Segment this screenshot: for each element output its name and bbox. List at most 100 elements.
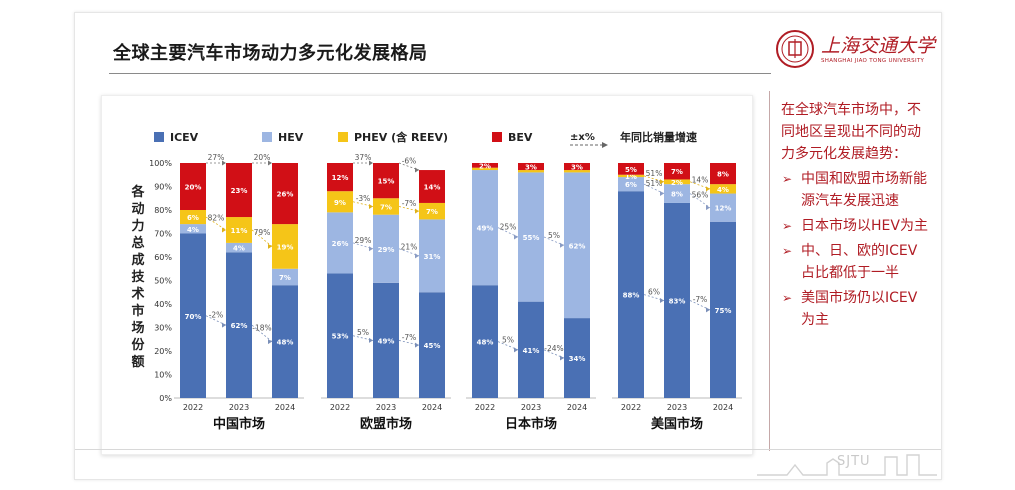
growth-label: 37% [355,153,372,162]
legend-swatch-phev [338,132,348,142]
bar-segment-phev [564,170,590,173]
growth-label: 25% [500,222,517,231]
growth-arrowhead [222,160,226,166]
growth-label: -7% [693,295,708,304]
bar-data-label: 34% [569,355,586,363]
bar-segment-icev [419,292,445,398]
growth-label: 51% [646,169,663,178]
growth-label: 20% [254,153,271,162]
bar-data-label: 3% [525,164,537,172]
bar-segment-phev [419,202,445,220]
bar-data-label: 7% [671,168,683,176]
growth-connector [689,193,711,208]
y-axis-title-char: 市 [131,303,144,319]
y-axis-title-char: 力 [131,218,144,234]
x-tick-label: 2024 [275,403,295,412]
y-axis-title-char: 额 [131,354,144,370]
growth-arrowhead [369,160,373,166]
bar-segment-bev [618,163,644,175]
bar-data-label: 5% [625,166,637,174]
side-bullet: ➢ 美国市场仍以ICEV为主 [781,287,931,331]
footer-watermark: SJTU [837,454,871,469]
arrow-bullet-icon: ➢ [782,219,793,233]
bar-data-label: 7% [380,203,392,211]
y-tick-label: 0% [159,394,172,403]
side-bullet-text: 日本市场以HEV为主 [801,218,928,234]
chart-panel: ICEV HEV PHEV (含 REEV) BEV ±x% 年同比销量增速 0% 10% 20… [101,95,753,455]
bar-data-label: 23% [231,187,248,195]
growth-label: 14% [692,175,709,184]
growth-label: 79% [254,228,271,237]
bar-data-label: 48% [277,339,294,347]
bar-segment-icev [710,221,736,398]
growth-label: -3% [356,194,371,203]
logo-subtitle: SHANGHAI JIAO TONG UNIVERSITY [821,58,925,64]
bar-data-label: 6% [187,214,199,222]
bar-segment-hev [618,177,644,192]
x-tick-label: 2023 [667,403,687,412]
bar-segment-hev [564,172,590,319]
bar-data-label: 41% [523,347,540,355]
side-panel: 在全球汽车市场中，不同地区呈现出不同的动力多元化发展趋势： ➢ 中国和欧盟市场新能… [781,99,931,331]
growth-arrowhead [415,167,419,173]
bar-segment-icev [226,252,252,398]
growth-arrowhead [268,160,272,166]
y-axis-title-char: 术 [130,286,144,302]
bar-data-label: 14% [424,184,441,192]
growth-arrowhead [222,227,226,233]
bar-data-label: 26% [332,240,349,248]
bar-data-label: 88% [623,292,640,300]
growth-arrowhead [369,337,373,343]
growth-arrowhead [415,253,419,259]
y-tick-label: 100% [149,159,172,168]
bar-data-label: 53% [332,333,349,341]
bar-segment-bev [419,170,445,203]
bar-segment-hev [272,268,298,286]
bar-segment-hev [710,193,736,222]
arrow-bullet-icon: ➢ [782,291,793,305]
side-bullet-text: 中、日、欧的ICEV占比都低于一半 [801,243,918,281]
bar-segment-icev [327,273,353,398]
growth-label: 5% [548,231,560,240]
y-tick-label: 70% [154,230,172,239]
side-bullet-list: ➢ 中国和欧盟市场新能源汽车发展迅速 ➢ 日本市场以HEV为主 ➢ 中、日、欧的ICE… [781,168,931,331]
x-tick-label: 2022 [183,403,203,412]
bar-segment-bev [226,163,252,218]
bar-data-label: 62% [569,242,586,250]
bar-segment-hev [472,170,498,286]
growth-arrowhead [560,355,564,361]
bar-segment-bev [564,163,590,171]
bar-data-label: 70% [185,313,202,321]
bar-data-label: 4% [233,245,245,253]
bar-data-label: 26% [277,191,294,199]
bar-segment-hev [327,212,353,274]
side-bullet: ➢ 中、日、欧的ICEV占比都低于一半 [781,240,931,284]
growth-label: 29% [355,236,372,245]
y-axis-title-char: 成 [131,252,144,268]
campus-skyline-icon [757,454,937,476]
growth-label: -2% [209,310,224,319]
bar-data-label: 83% [669,297,686,305]
growth-label: 82% [208,214,225,223]
bar-segment-phev [180,210,206,225]
x-tick-label: 2022 [475,403,495,412]
x-tick-label: 2023 [521,403,541,412]
bar-data-label: 8% [717,171,729,179]
legend-swatch-icev [154,132,164,142]
side-bullet: ➢ 日本市场以HEV为主 [781,215,931,237]
legend-label-hev: HEV [278,131,304,144]
growth-arrowhead [268,339,272,345]
growth-label: 56% [692,191,709,200]
growth-arrowhead [415,208,419,214]
y-axis-title-char: 动 [131,202,144,217]
bar-data-label: 4% [717,186,729,194]
side-bullet: ➢ 中国和欧盟市场新能源汽车发展迅速 [781,168,931,212]
y-tick-label: 90% [154,183,172,192]
growth-arrowhead [660,191,664,197]
stacked-bar-chart: ICEV HEV PHEV (含 REEV) BEV ±x% 年同比销量增速 0% 10% 20… [130,130,742,432]
y-axis-title-char: 场 [131,321,144,336]
y-tick-label: 50% [154,277,172,286]
bar-segment-hev [373,214,399,283]
title-divider [109,73,771,74]
bar-segment-hev [664,184,690,203]
